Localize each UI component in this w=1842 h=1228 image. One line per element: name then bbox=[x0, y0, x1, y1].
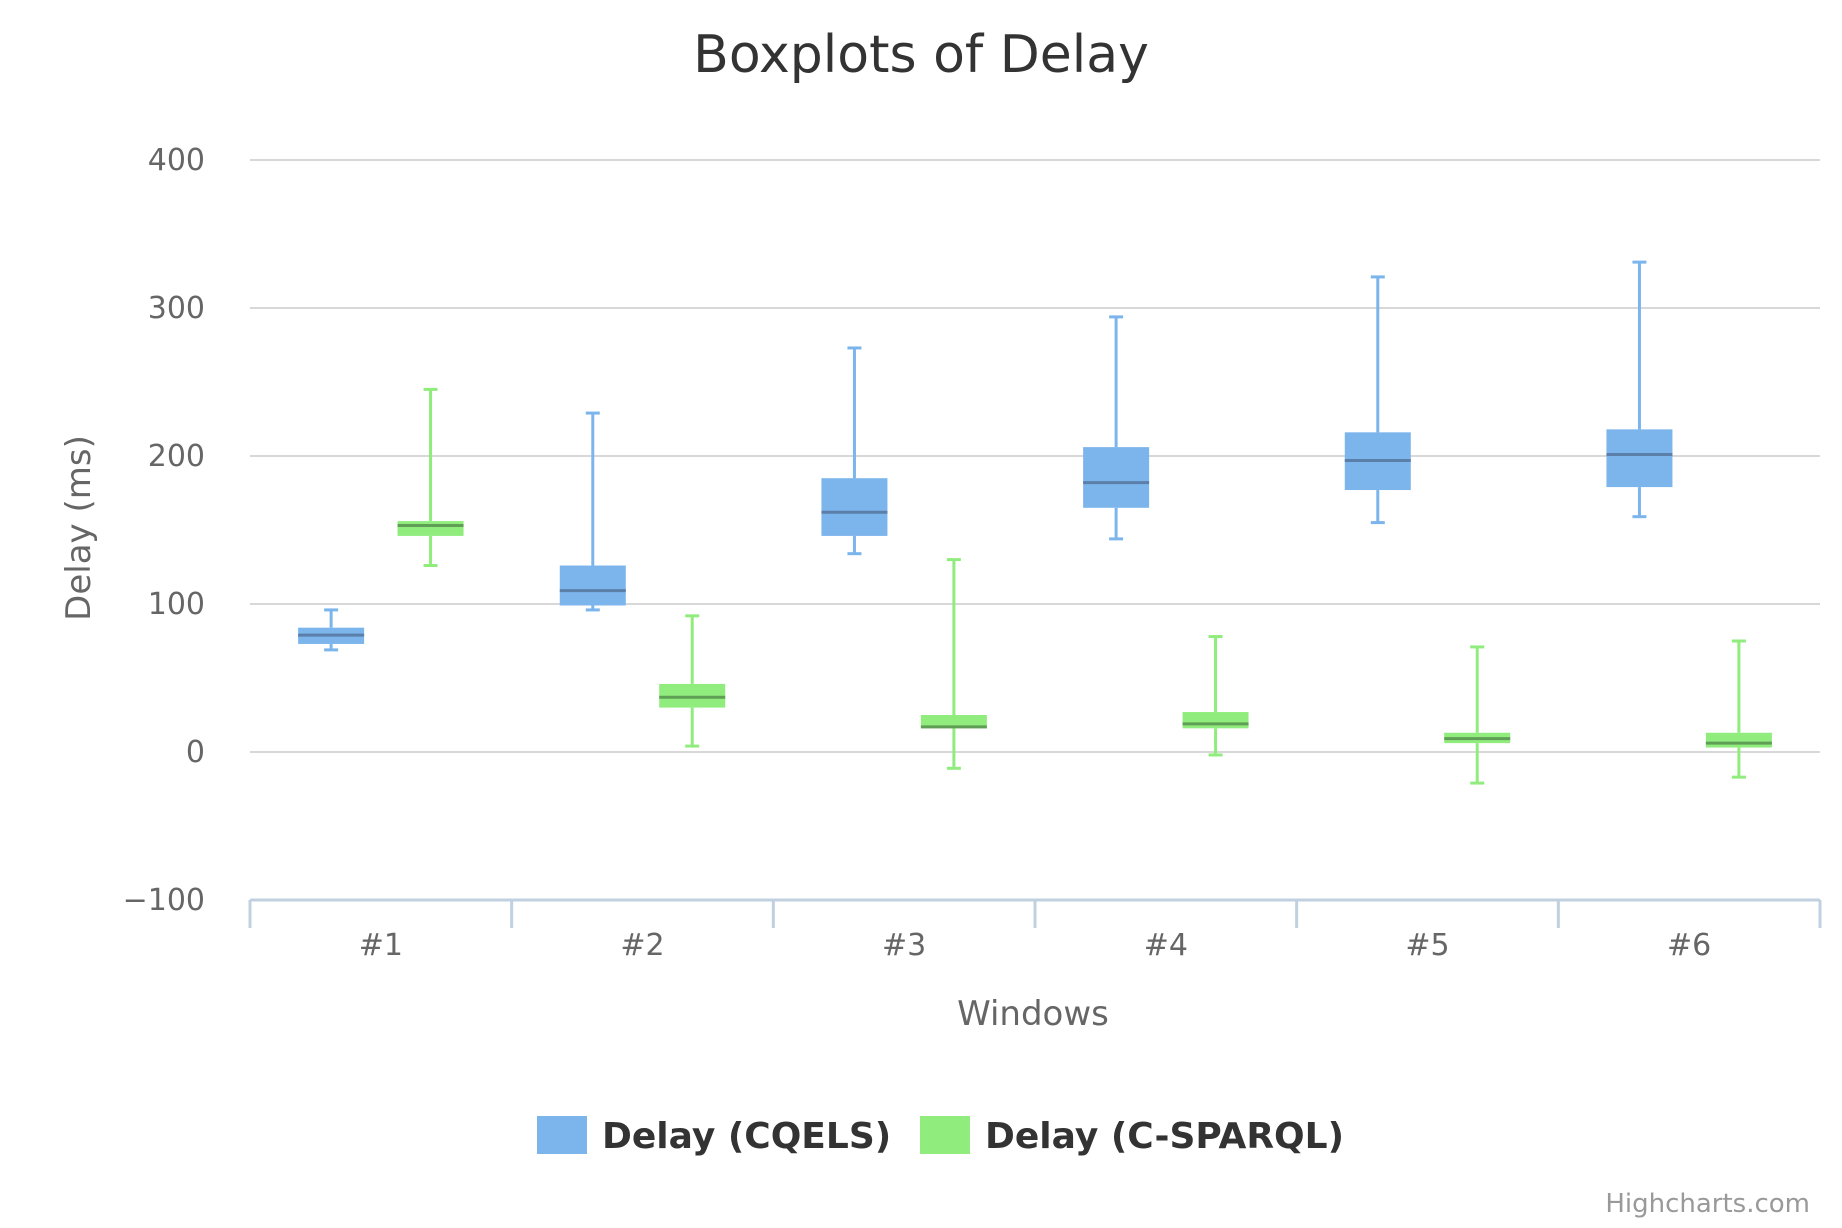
legend-swatch bbox=[537, 1116, 587, 1154]
gridlines bbox=[250, 159, 1820, 753]
box bbox=[821, 478, 888, 536]
y-tick-label: 400 bbox=[148, 143, 205, 178]
box-point[interactable] bbox=[920, 558, 987, 770]
box-point[interactable] bbox=[1606, 260, 1673, 519]
x-tick-label: #4 bbox=[1144, 928, 1188, 963]
box-point[interactable] bbox=[1083, 315, 1150, 541]
x-tick-label: #6 bbox=[1667, 928, 1711, 963]
box-point[interactable] bbox=[1182, 635, 1249, 757]
box bbox=[1182, 712, 1249, 729]
x-axis-title: Windows bbox=[957, 994, 1109, 1034]
box-point[interactable] bbox=[659, 614, 726, 748]
chart-title: Boxplots of Delay bbox=[693, 25, 1149, 85]
box-point[interactable] bbox=[1705, 639, 1772, 779]
legend-swatch bbox=[920, 1116, 970, 1154]
box bbox=[397, 521, 464, 536]
box bbox=[559, 565, 626, 606]
x-tick-label: #2 bbox=[620, 928, 664, 963]
legend-item-1[interactable]: Delay (CQELS) bbox=[537, 1116, 891, 1157]
box-point[interactable] bbox=[821, 346, 888, 556]
y-axis-title: Delay (ms) bbox=[59, 435, 99, 621]
x-tick-label: #1 bbox=[359, 928, 403, 963]
y-tick-label: −100 bbox=[123, 883, 205, 918]
y-tick-label: 200 bbox=[148, 439, 205, 474]
box-point[interactable] bbox=[1344, 275, 1411, 525]
box-point[interactable] bbox=[298, 608, 365, 652]
x-tick-label: #5 bbox=[1405, 928, 1449, 963]
legend-label: Delay (CQELS) bbox=[602, 1116, 891, 1157]
y-tick-label: 100 bbox=[148, 587, 205, 622]
box-point[interactable] bbox=[1444, 645, 1511, 785]
x-tick-label: #3 bbox=[882, 928, 926, 963]
y-tick-label: 0 bbox=[186, 735, 205, 770]
box bbox=[1705, 732, 1772, 748]
legend-item-2[interactable]: Delay (C-SPARQL) bbox=[920, 1116, 1344, 1157]
credits-link[interactable]: Highcharts.com bbox=[1605, 1189, 1810, 1219]
box-point[interactable] bbox=[397, 387, 464, 568]
y-tick-label: 300 bbox=[148, 291, 205, 326]
legend-label: Delay (C-SPARQL) bbox=[985, 1116, 1344, 1157]
x-axis: #1 #2 #3 #4 #5 #6 bbox=[248, 898, 1822, 963]
y-axis-tick-labels: −100 0 100 200 300 400 bbox=[123, 143, 205, 918]
box bbox=[1606, 429, 1673, 488]
legend[interactable]: Delay (CQELS) Delay (C-SPARQL) bbox=[537, 1116, 1344, 1157]
box-point[interactable] bbox=[559, 411, 626, 612]
series-2 bbox=[397, 387, 1772, 785]
boxplot-series bbox=[298, 260, 1772, 785]
series-1 bbox=[298, 260, 1673, 652]
box bbox=[920, 715, 987, 729]
box bbox=[1083, 447, 1150, 508]
